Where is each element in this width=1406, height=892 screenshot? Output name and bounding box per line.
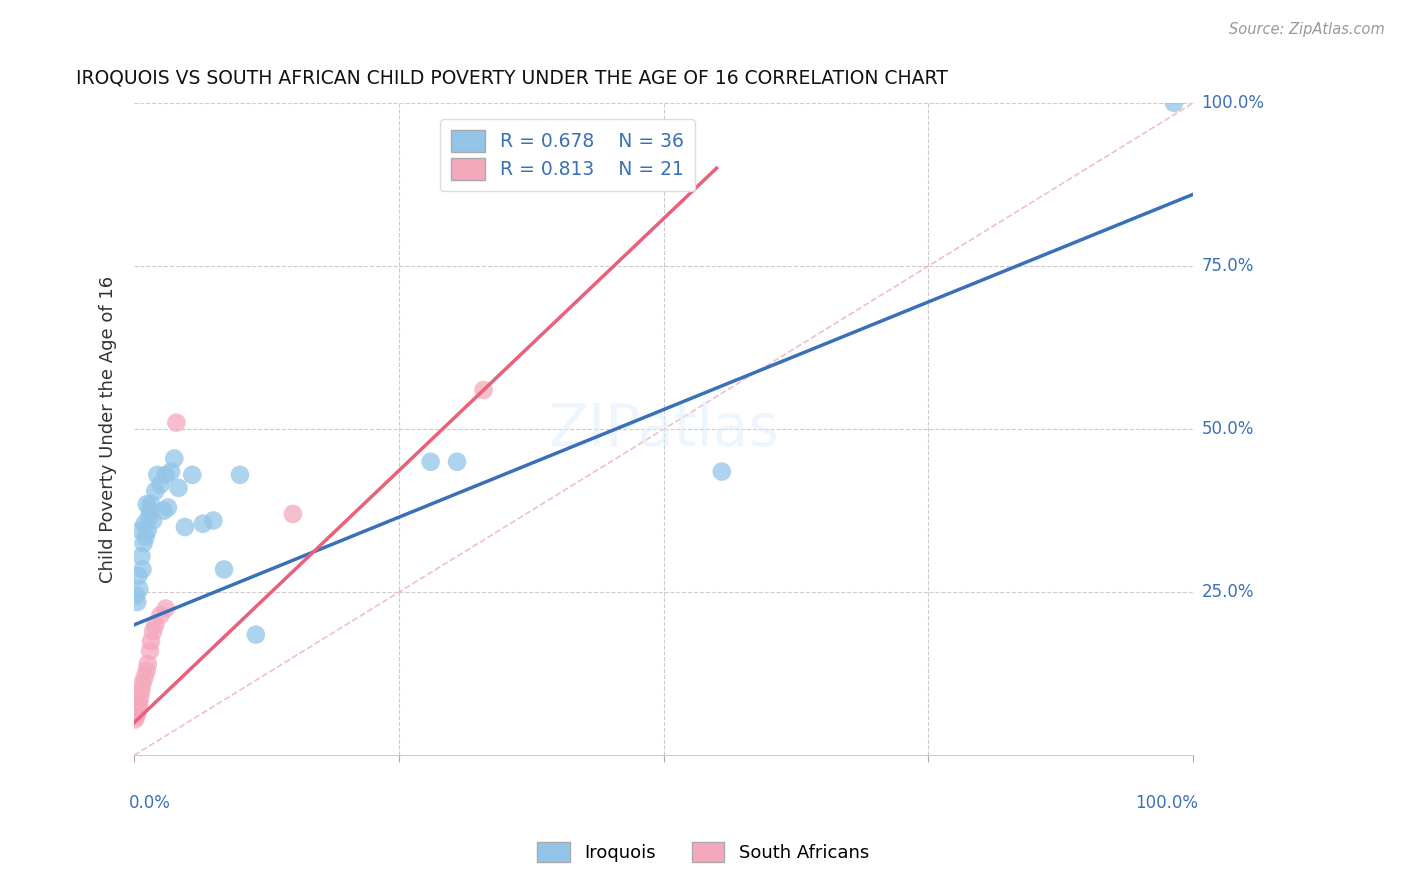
Point (245, 628, 267, 642)
Point (125, 589, 148, 603)
Text: 0.0%: 0.0% (129, 795, 170, 813)
Point (129, 523, 152, 537)
Text: ZIPatlas: ZIPatlas (548, 401, 779, 458)
Point (127, 569, 149, 583)
Point (156, 500, 179, 515)
Text: Source: ZipAtlas.com: Source: ZipAtlas.com (1229, 22, 1385, 37)
Point (163, 451, 186, 466)
Point (710, 465, 733, 479)
Point (139, 504, 162, 518)
Text: 100.0%: 100.0% (1136, 795, 1198, 813)
Point (135, 497, 157, 511)
Point (139, 634, 162, 648)
Point (229, 467, 252, 482)
Point (139, 497, 162, 511)
Point (281, 507, 304, 521)
Point (472, 383, 495, 397)
Point (136, 523, 159, 537)
Point (149, 477, 172, 491)
Point (127, 595, 149, 609)
Point (160, 465, 183, 479)
Point (152, 504, 174, 518)
Point (167, 481, 190, 495)
Point (165, 416, 187, 430)
Point (127, 699, 149, 714)
Point (181, 467, 204, 482)
Point (173, 520, 195, 534)
Point (142, 514, 165, 528)
Point (131, 549, 153, 564)
Point (135, 664, 157, 678)
Point (143, 484, 166, 499)
Point (131, 562, 153, 576)
Text: IROQUOIS VS SOUTH AFRICAN CHILD POVERTY UNDER THE AGE OF 16 CORRELATION CHART: IROQUOIS VS SOUTH AFRICAN CHILD POVERTY … (76, 69, 948, 87)
Point (136, 657, 159, 671)
Text: 75.0%: 75.0% (1202, 257, 1254, 275)
Point (155, 467, 177, 482)
Point (146, 467, 169, 482)
Point (135, 530, 157, 544)
Point (131, 676, 153, 690)
Point (138, 510, 160, 524)
Y-axis label: Child Poverty Under the Age of 16: Child Poverty Under the Age of 16 (100, 276, 117, 582)
Point (134, 670, 156, 684)
Point (124, 713, 146, 727)
Point (212, 562, 235, 576)
Point (139, 644, 162, 658)
Point (191, 516, 214, 531)
Point (129, 690, 152, 704)
Text: 100.0%: 100.0% (1202, 94, 1264, 112)
Point (202, 514, 225, 528)
Text: 50.0%: 50.0% (1202, 420, 1254, 438)
Point (128, 696, 150, 710)
Point (142, 624, 165, 639)
Point (143, 618, 166, 632)
Point (132, 536, 155, 550)
Point (131, 683, 153, 698)
Point (155, 601, 177, 615)
Point (446, 455, 468, 469)
Legend: Iroquois, South Africans: Iroquois, South Africans (530, 834, 876, 870)
Point (128, 582, 150, 596)
Point (149, 608, 172, 623)
Point (419, 455, 441, 469)
Point (134, 516, 156, 531)
Legend: R = 0.678    N = 36, R = 0.813    N = 21: R = 0.678 N = 36, R = 0.813 N = 21 (440, 119, 695, 191)
Point (1163, 95, 1185, 110)
Point (127, 706, 149, 720)
Point (127, 703, 149, 717)
Text: 25.0%: 25.0% (1202, 583, 1254, 601)
Point (125, 709, 148, 723)
